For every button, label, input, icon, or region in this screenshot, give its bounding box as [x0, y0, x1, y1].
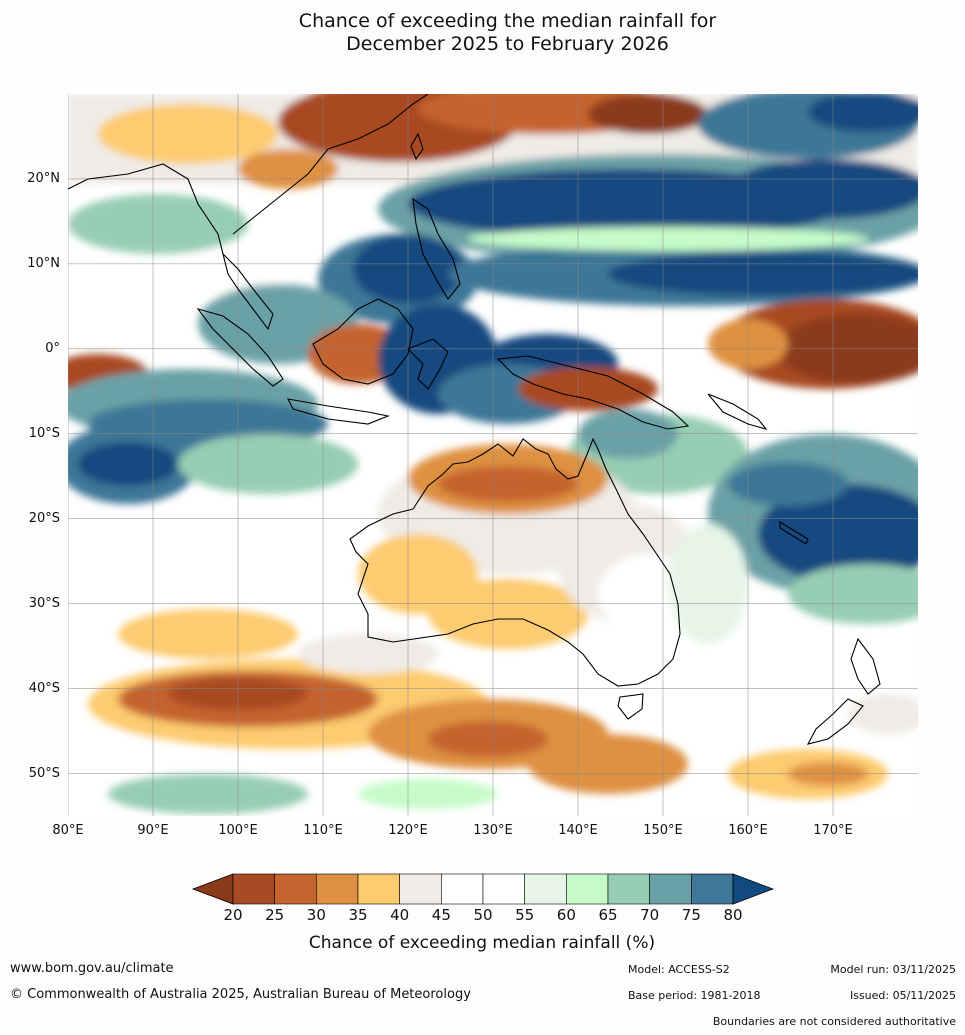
footer-model: Model: ACCESS-S2 [628, 963, 730, 976]
lon-tick-label: 160°E [728, 823, 768, 838]
colorbar-tick-label: 55 [515, 906, 535, 924]
australia-coast [349, 437, 681, 687]
footer-model-run: Model run: 03/11/2025 [830, 963, 956, 976]
lat-tick-label: 20°S [28, 510, 60, 526]
asia-mainland-coast [68, 94, 429, 255]
lon-tick-label: 150°E [643, 823, 683, 838]
lon-tick-label: 100°E [218, 823, 258, 838]
colorbar-tick-label: 75 [681, 906, 701, 924]
title-line-1: Chance of exceeding the median rainfall … [298, 10, 717, 32]
colorbar-bin [691, 873, 734, 905]
rainfall-map [68, 94, 918, 816]
lat-tick-label: 0° [45, 340, 60, 356]
colorbar-tick-label: 20 [223, 906, 243, 924]
colorbar-bin [607, 873, 650, 905]
footer-issued: Issued: 05/11/2025 [849, 989, 956, 1002]
new-zealand-coast [806, 637, 881, 745]
colorbar-label: Chance of exceeding median rainfall (%) [308, 933, 656, 953]
taiwan-coast [410, 132, 424, 161]
graticule [68, 94, 918, 816]
colorbar-extend-high [732, 873, 774, 905]
colorbar-bin [649, 873, 692, 905]
colorbar-tick-label: 65 [598, 906, 618, 924]
lon-tick-label: 120°E [388, 823, 428, 838]
solomons-coast [707, 393, 768, 430]
colorbar-extend-low [191, 873, 234, 905]
colorbar-bin [482, 873, 525, 905]
philippines-coast [412, 197, 461, 300]
colorbar-tick-label: 30 [306, 906, 326, 924]
lon-tick-label: 110°E [303, 823, 343, 838]
colorbar-bin [441, 873, 484, 905]
new-guinea-coast [496, 355, 690, 430]
lon-tick-label: 130°E [473, 823, 513, 838]
colorbar-bin [316, 873, 359, 905]
lat-tick-label: 50°S [28, 765, 60, 781]
colorbar-bin [232, 873, 275, 905]
colorbar-tick-label: 70 [640, 906, 660, 924]
coastlines [68, 94, 881, 745]
lat-tick-label: 40°S [28, 680, 60, 696]
colorbar-tick-label: 60 [556, 906, 576, 924]
footer-boundaries: Boundaries are not considered authoritat… [712, 1015, 956, 1028]
lat-tick-label: 10°S [28, 425, 60, 441]
title-line-2: December 2025 to February 2026 [346, 33, 669, 55]
colorbar-bin [524, 873, 567, 905]
probability-field [68, 94, 918, 814]
colorbar-tick-label: 45 [431, 906, 451, 924]
lat-tick-label: 20°N [27, 170, 60, 186]
java-coast [287, 398, 390, 425]
footer-copyright: © Commonwealth of Australia 2025, Austra… [10, 987, 471, 1002]
new-caledonia-coast [779, 521, 809, 545]
colorbar-bin [399, 873, 442, 905]
colorbar-tick-label: 25 [265, 906, 285, 924]
colorbar [191, 873, 774, 905]
colorbar-bin [274, 873, 317, 905]
colorbar-bin [357, 873, 400, 905]
malay-peninsula-coast [221, 252, 274, 331]
lon-tick-label: 90°E [137, 823, 169, 838]
colorbar-tick-label: 50 [473, 906, 493, 924]
tasmania-coast [617, 693, 644, 720]
colorbar-bin [566, 873, 609, 905]
lon-tick-label: 170°E [813, 823, 853, 838]
sulawesi-coast [407, 338, 449, 390]
colorbar-tick-label: 35 [348, 906, 368, 924]
colorbar-tick-label: 80 [723, 906, 743, 924]
lat-tick-label: 10°N [27, 255, 60, 271]
sumatra-coast [196, 308, 284, 387]
lat-tick-label: 30°S [28, 595, 60, 611]
footer-base-period: Base period: 1981-2018 [628, 989, 761, 1002]
chart-title: Chance of exceeding the median rainfall … [0, 10, 965, 56]
footer-url: www.bom.gov.au/climate [10, 961, 174, 976]
borneo-coast [312, 298, 414, 385]
map-svg [68, 94, 918, 816]
colorbar-tick-label: 40 [390, 906, 410, 924]
lon-tick-label: 140°E [558, 823, 598, 838]
lon-tick-label: 80°E [52, 823, 84, 838]
